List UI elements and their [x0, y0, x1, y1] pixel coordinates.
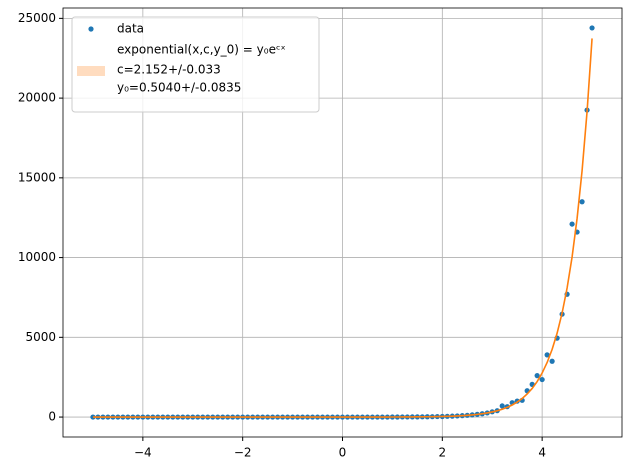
- x-tick-label: −2: [234, 446, 252, 460]
- data-point: [549, 358, 555, 364]
- x-tick-label: −4: [134, 446, 152, 460]
- legend-marker: [88, 26, 94, 32]
- data-point: [579, 199, 585, 205]
- y-tick-label: 20000: [18, 91, 56, 105]
- x-tick-label: 4: [538, 446, 546, 460]
- fit-line: [92, 38, 593, 418]
- y-tick-label: 25000: [18, 11, 56, 25]
- plot-frame: [62, 7, 623, 438]
- legend-label: y₀=0.5040+/-0.0835: [117, 81, 241, 95]
- data-point: [539, 376, 545, 383]
- legend-label: c=2.152+/-0.033: [117, 63, 221, 77]
- y-tick-label: 15000: [18, 170, 56, 184]
- data-point: [589, 25, 595, 31]
- legend-label: exponential(x,c,y_0) = y₀eᶜˣ: [117, 43, 286, 57]
- legend-band-patch: [77, 66, 105, 76]
- data-point: [499, 403, 505, 409]
- legend-box: [71, 16, 320, 113]
- data-point: [544, 352, 550, 358]
- x-tick-label: 0: [339, 446, 347, 460]
- data-point: [534, 373, 540, 379]
- data-point: [90, 414, 96, 420]
- data-point: [569, 221, 575, 227]
- y-tick-label: 10000: [18, 250, 56, 264]
- y-tick-label: 5000: [25, 330, 56, 344]
- x-tick-label: 2: [439, 446, 447, 460]
- y-tick-label: 0: [48, 410, 56, 424]
- legend: data exponential(x,c,y_0) = y₀eᶜˣ c=2.152+…: [71, 16, 320, 113]
- legend-label: data: [117, 22, 144, 36]
